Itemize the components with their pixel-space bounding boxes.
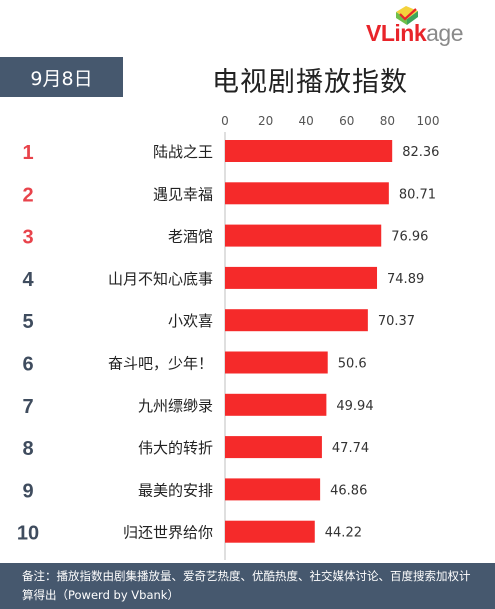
rank-number: 10 [17, 523, 39, 545]
category-label: 陆战之王 [153, 143, 213, 161]
bar [225, 436, 322, 459]
rank-number: 1 [22, 142, 33, 164]
bar [225, 351, 328, 374]
category-label: 奋斗吧，少年！ [108, 355, 213, 373]
logo-wordmark-age: age [426, 20, 463, 46]
category-label: 小欢喜 [168, 312, 213, 330]
x-tick-label: 20 [258, 114, 273, 128]
x-tick-label: 100 [417, 114, 440, 128]
rank-number: 8 [22, 438, 33, 460]
rank-number: 3 [22, 227, 33, 249]
bar [225, 309, 368, 332]
date-badge: 9月8日 [0, 57, 123, 97]
bar [225, 224, 382, 247]
category-label: 九州缥缈录 [138, 397, 213, 415]
bar [225, 393, 327, 416]
rank-number: 4 [22, 269, 34, 291]
value-label: 50.6 [338, 357, 367, 372]
rank-number: 9 [22, 480, 33, 502]
rank-number: 2 [22, 184, 33, 206]
value-label: 74.89 [387, 272, 424, 287]
category-label: 伟大的转折 [138, 439, 213, 457]
x-tick-label: 60 [339, 114, 354, 128]
category-label: 山月不知心底事 [108, 270, 213, 288]
footnote: 备注：播放指数由剧集播放量、爱奇艺热度、优酷热度、社交媒体讨论、百度搜索加权计算… [0, 563, 495, 609]
category-label: 遇见幸福 [153, 185, 213, 203]
chart-title: 电视剧播放指数 [212, 67, 408, 98]
value-label: 47.74 [332, 441, 369, 456]
bar [225, 140, 393, 162]
x-tick-label: 40 [299, 114, 314, 128]
value-label: 44.22 [325, 526, 362, 541]
date-label: 9月8日 [30, 67, 93, 90]
value-label: 46.86 [330, 483, 367, 498]
bar [225, 478, 321, 501]
bar-chart: 0 20 40 60 80 100 1 陆战之王 82.36 2 遇见幸福 80.71 3 老酒馆 76.9… [17, 114, 440, 560]
rank-number: 5 [22, 311, 33, 333]
logo-wordmark-v: VLink [366, 20, 427, 46]
x-tick-label: 0 [221, 114, 229, 128]
logo-checkmark-icon [396, 6, 418, 25]
value-label: 80.71 [399, 187, 436, 202]
rank-number: 6 [22, 354, 33, 376]
value-label: 70.37 [378, 314, 415, 329]
value-label: 82.36 [402, 145, 439, 160]
category-label: 最美的安排 [138, 481, 213, 499]
bar [225, 520, 315, 543]
value-label: 49.94 [336, 399, 373, 414]
vlinkage-logo: VLinkage [366, 6, 486, 48]
bar [225, 266, 378, 289]
category-label: 老酒馆 [168, 228, 213, 246]
value-label: 76.96 [391, 230, 428, 245]
category-label: 归还世界给你 [123, 524, 213, 542]
logo-wordmark: VLinkage [366, 20, 463, 47]
bar [225, 182, 389, 205]
x-tick-label: 80 [380, 114, 395, 128]
rank-number: 7 [22, 396, 33, 418]
